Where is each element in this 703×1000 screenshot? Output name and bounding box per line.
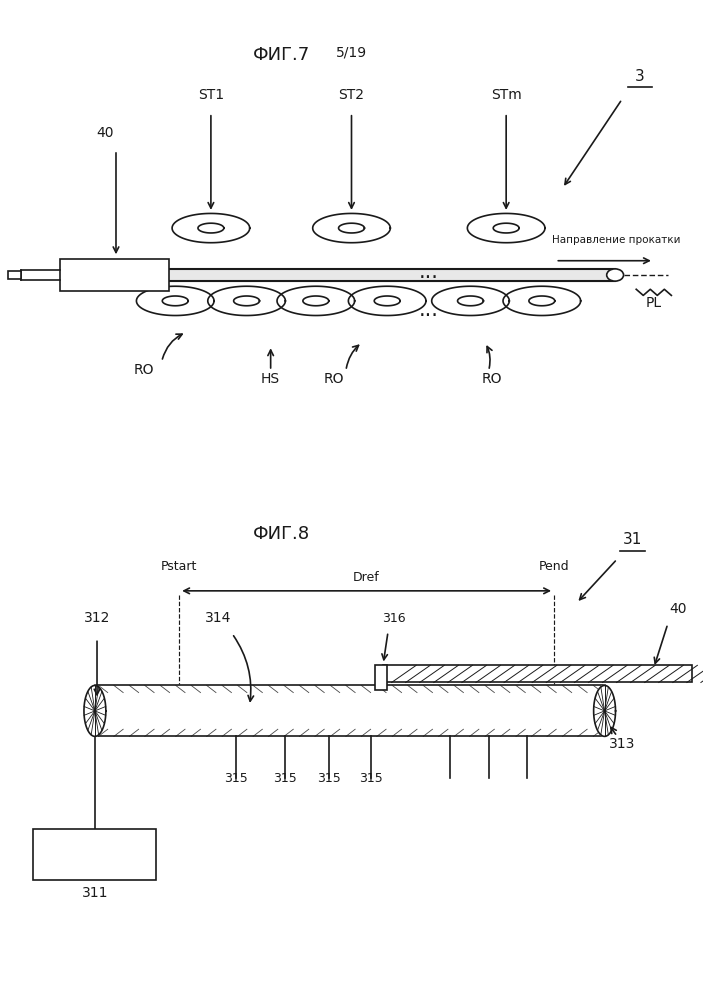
Circle shape [607,269,624,281]
Polygon shape [84,685,106,736]
Text: STm: STm [491,88,522,102]
Text: Направление прокатки: Направление прокатки [552,235,681,245]
Text: 315: 315 [317,772,341,785]
Polygon shape [529,296,555,306]
Polygon shape [593,685,616,736]
Polygon shape [339,223,364,233]
Bar [375,665,387,690]
Text: 40: 40 [97,126,114,140]
Text: 3: 3 [635,69,645,84]
Text: 315: 315 [359,772,383,785]
Text: ФИГ.7: ФИГ.7 [252,45,310,64]
Bar [60,259,169,291]
Text: 314: 314 [205,611,231,625]
Polygon shape [467,213,545,243]
Polygon shape [136,286,214,316]
Polygon shape [198,223,224,233]
Text: 313: 313 [609,737,636,751]
Polygon shape [303,296,329,306]
Polygon shape [172,213,250,243]
Polygon shape [432,286,509,316]
Text: HS: HS [261,372,280,386]
Polygon shape [277,286,354,316]
Text: 40: 40 [670,602,687,616]
Text: Приводной
источник: Приводной источник [60,840,129,868]
Polygon shape [494,223,519,233]
Polygon shape [233,296,259,306]
Text: 312: 312 [84,611,110,625]
Bar [383,665,692,682]
Polygon shape [349,286,426,316]
Text: Dref: Dref [353,571,380,584]
Text: RO: RO [134,363,155,377]
Text: 315: 315 [224,772,247,785]
Bar [34,828,156,880]
Text: 31: 31 [623,532,643,547]
Text: RO: RO [482,372,503,386]
Text: ФИГ.8: ФИГ.8 [252,525,310,543]
Polygon shape [208,286,285,316]
Text: ST2: ST2 [339,88,364,102]
Text: ...: ... [419,262,439,282]
Text: ...: ... [419,300,439,320]
Polygon shape [162,296,188,306]
Text: 5/19: 5/19 [336,45,367,59]
Text: ST1: ST1 [198,88,224,102]
Text: RO: RO [323,372,344,386]
Polygon shape [313,213,390,243]
Polygon shape [374,296,400,306]
Polygon shape [503,286,581,316]
Text: Pend: Pend [538,560,569,573]
Text: PL: PL [646,296,662,310]
Text: 316: 316 [382,612,406,625]
Text: 315: 315 [273,772,297,785]
Text: Pstart: Pstart [161,560,198,573]
Bar [8,271,21,279]
Text: 311: 311 [82,886,108,900]
Polygon shape [458,296,484,306]
Bar [169,269,615,281]
